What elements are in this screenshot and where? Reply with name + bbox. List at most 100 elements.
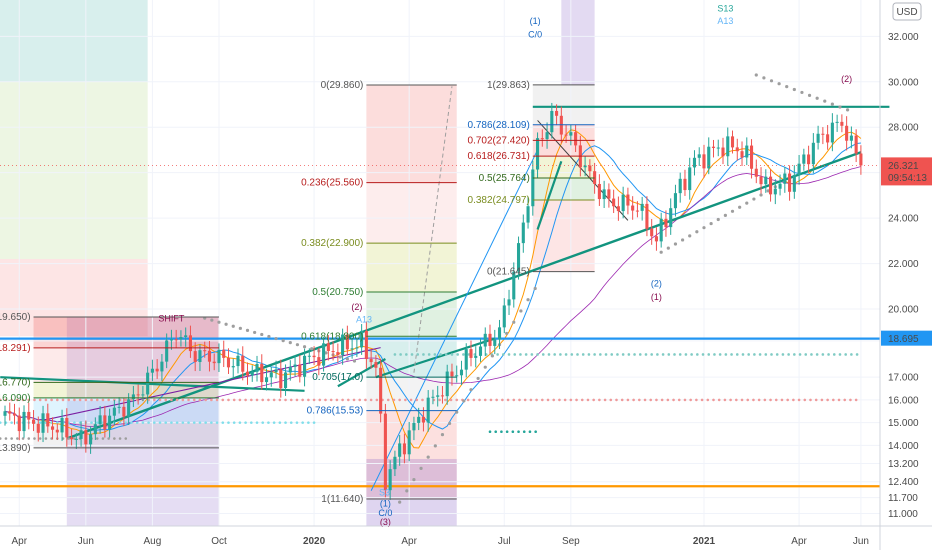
candle[interactable]: [203, 341, 207, 358]
candle[interactable]: [730, 130, 735, 154]
candle[interactable]: [807, 145, 811, 174]
candle[interactable]: [683, 169, 687, 196]
candle[interactable]: [497, 319, 502, 350]
candle[interactable]: [702, 144, 706, 178]
candle[interactable]: [250, 365, 254, 382]
candle[interactable]: [150, 359, 154, 382]
candle[interactable]: [417, 407, 421, 431]
candle[interactable]: [136, 384, 140, 405]
candle[interactable]: [797, 154, 801, 185]
candle[interactable]: [588, 159, 592, 179]
candle[interactable]: [374, 355, 378, 377]
candle[interactable]: [307, 348, 311, 364]
candle[interactable]: [51, 417, 55, 440]
candle[interactable]: [635, 201, 639, 218]
candle[interactable]: [141, 386, 145, 402]
candle[interactable]: [17, 407, 21, 441]
candle[interactable]: [626, 187, 630, 215]
candle[interactable]: [193, 342, 197, 372]
candle[interactable]: [279, 359, 283, 398]
candle[interactable]: [769, 169, 773, 202]
candle[interactable]: [331, 341, 335, 361]
trend-line-5[interactable]: [536, 160, 563, 230]
candle[interactable]: [174, 329, 178, 349]
candle[interactable]: [545, 122, 549, 149]
candle[interactable]: [445, 364, 449, 405]
candle[interactable]: [512, 262, 516, 308]
candle[interactable]: [721, 137, 725, 165]
candle[interactable]: [112, 399, 116, 426]
candle[interactable]: [369, 349, 373, 369]
candle[interactable]: [360, 324, 364, 355]
candle[interactable]: [612, 189, 616, 214]
candle[interactable]: [222, 340, 226, 368]
candle[interactable]: [160, 353, 164, 382]
candle[interactable]: [569, 124, 573, 146]
price-tag-last[interactable]: [881, 157, 932, 186]
candle[interactable]: [669, 198, 673, 235]
candle[interactable]: [716, 139, 720, 157]
candle[interactable]: [726, 127, 730, 166]
candle[interactable]: [759, 167, 763, 194]
candle[interactable]: [440, 386, 445, 404]
candle[interactable]: [788, 165, 792, 201]
candle[interactable]: [821, 127, 825, 145]
candle[interactable]: [245, 362, 250, 385]
candle[interactable]: [165, 333, 169, 369]
trend-line-0[interactable]: [66, 151, 862, 440]
candle[interactable]: [830, 113, 834, 152]
candle[interactable]: [845, 116, 849, 151]
candle[interactable]: [179, 330, 183, 347]
candle[interactable]: [46, 403, 50, 433]
candle[interactable]: [840, 114, 844, 133]
candle[interactable]: [98, 405, 102, 434]
candle[interactable]: [673, 184, 678, 217]
candle[interactable]: [654, 227, 658, 251]
currency-badge[interactable]: [892, 2, 922, 21]
candle[interactable]: [773, 179, 777, 205]
candle[interactable]: [108, 408, 112, 438]
candle[interactable]: [293, 355, 297, 377]
candle[interactable]: [455, 365, 459, 383]
candle[interactable]: [640, 196, 644, 221]
candle[interactable]: [516, 236, 521, 280]
candle[interactable]: [507, 289, 511, 315]
candle[interactable]: [464, 343, 468, 378]
candle[interactable]: [41, 405, 45, 443]
candle[interactable]: [274, 360, 278, 379]
candle[interactable]: [207, 340, 212, 372]
candle[interactable]: [117, 397, 121, 414]
candle[interactable]: [450, 363, 454, 386]
candle[interactable]: [74, 432, 78, 449]
candle[interactable]: [664, 210, 668, 237]
candle[interactable]: [859, 145, 863, 175]
candle[interactable]: [398, 434, 402, 466]
candle[interactable]: [436, 385, 440, 407]
candle[interactable]: [583, 156, 587, 177]
candle[interactable]: [12, 403, 17, 425]
candle[interactable]: [602, 180, 606, 208]
candle[interactable]: [231, 358, 235, 378]
trend-line-4[interactable]: [375, 337, 496, 379]
candle[interactable]: [341, 328, 345, 365]
candle[interactable]: [226, 348, 231, 374]
candle[interactable]: [431, 389, 435, 405]
candle[interactable]: [835, 114, 839, 132]
candle[interactable]: [89, 426, 93, 454]
candle[interactable]: [60, 409, 64, 441]
candle[interactable]: [169, 329, 173, 350]
trend-line-7[interactable]: [370, 149, 539, 492]
candle[interactable]: [816, 125, 820, 150]
candle[interactable]: [678, 172, 682, 203]
candle[interactable]: [478, 338, 483, 362]
candle[interactable]: [659, 212, 663, 248]
candle[interactable]: [707, 137, 711, 175]
candle[interactable]: [402, 433, 406, 464]
candle[interactable]: [393, 450, 397, 477]
candle[interactable]: [22, 405, 26, 438]
candle[interactable]: [283, 364, 288, 396]
trend-line-2[interactable]: [337, 358, 386, 388]
candle[interactable]: [550, 102, 554, 139]
candle[interactable]: [255, 355, 259, 382]
candle[interactable]: [749, 139, 754, 179]
